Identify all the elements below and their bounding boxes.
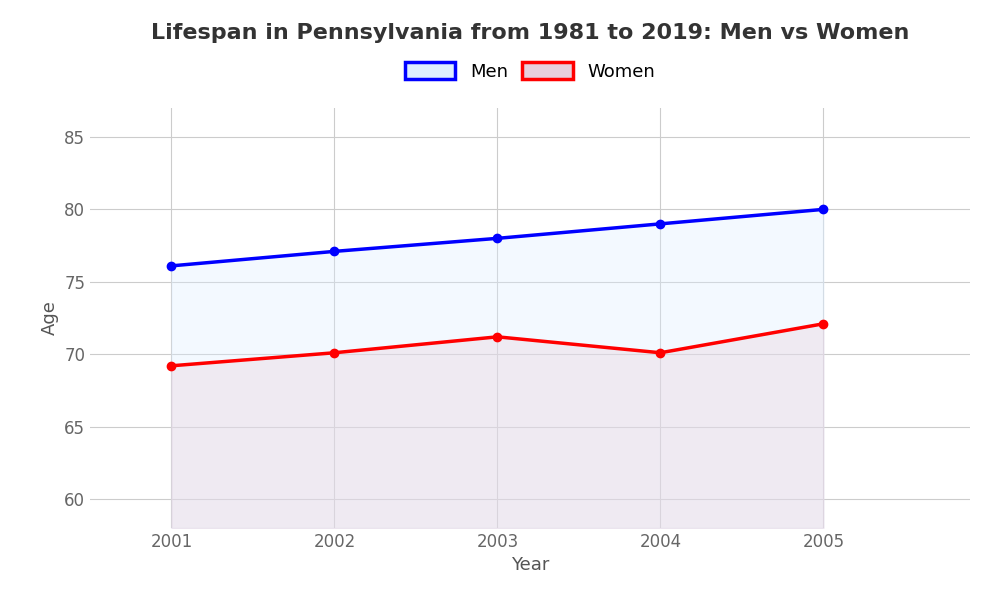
Men	[817, 206, 829, 213]
Women	[817, 320, 829, 328]
Line: Women: Women	[167, 320, 827, 370]
Women	[165, 362, 177, 370]
Women	[491, 333, 503, 340]
Women	[328, 349, 340, 356]
Men	[165, 262, 177, 269]
Men	[654, 220, 666, 227]
Men	[328, 248, 340, 255]
Title: Lifespan in Pennsylvania from 1981 to 2019: Men vs Women: Lifespan in Pennsylvania from 1981 to 20…	[151, 23, 909, 43]
X-axis label: Year: Year	[511, 556, 549, 574]
Men	[491, 235, 503, 242]
Women	[654, 349, 666, 356]
Legend: Men, Women: Men, Women	[405, 62, 655, 80]
Y-axis label: Age: Age	[41, 301, 59, 335]
Line: Men: Men	[167, 205, 827, 270]
